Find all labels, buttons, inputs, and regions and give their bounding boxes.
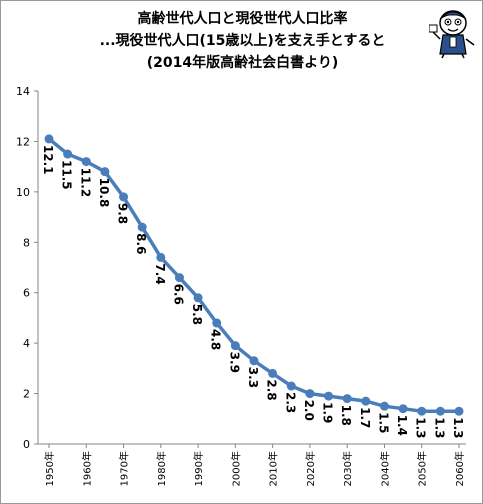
x-tick-label: 2020年 (304, 451, 317, 486)
x-tick-label: 2040年 (378, 451, 391, 486)
data-point (249, 356, 259, 366)
data-point (156, 252, 166, 262)
data-point (268, 368, 278, 378)
data-point (119, 192, 129, 202)
y-tick-label: 0 (23, 438, 30, 451)
data-label: 1.5 (376, 412, 390, 433)
data-point (137, 222, 147, 232)
data-label: 1.7 (358, 407, 372, 428)
data-label: 2.0 (302, 400, 316, 421)
data-point (100, 167, 110, 177)
data-label: 10.8 (97, 178, 111, 208)
x-tick-label: 1980年 (155, 451, 168, 486)
data-point (361, 396, 371, 406)
x-tick-label: 2050年 (416, 451, 429, 486)
chart-title-line-1: 高齢世代人口と現役世代人口比率 (137, 11, 348, 27)
y-tick-label: 10 (16, 186, 30, 199)
data-label: 2.3 (283, 392, 297, 413)
data-label: 1.3 (432, 417, 446, 438)
data-label: 11.2 (78, 168, 92, 198)
chart-title-line-2: ...現役世代人口(15歳以上)を支え手とすると (99, 33, 386, 49)
y-tick-label: 2 (23, 388, 30, 401)
data-point (454, 406, 464, 416)
data-point (44, 134, 54, 144)
data-point (63, 149, 73, 159)
x-axis-ticks: 1950年 1960年 1970年 1980年 1990年 2000年 2010年 2020年… (43, 444, 466, 486)
data-label: 3.3 (246, 367, 260, 388)
data-label: 9.8 (116, 203, 130, 224)
data-label: 8.6 (134, 233, 148, 254)
data-point (398, 404, 408, 414)
x-tick-label: 1970年 (118, 451, 131, 486)
data-point (342, 394, 352, 404)
y-tick-label: 6 (23, 287, 30, 300)
data-point (81, 157, 91, 167)
data-label: 3.9 (227, 352, 241, 373)
y-tick-label: 8 (23, 236, 30, 249)
data-label: 11.5 (60, 160, 74, 190)
data-label: 1.8 (339, 405, 353, 426)
data-label: 1.3 (451, 417, 465, 438)
data-point (212, 318, 222, 328)
data-label: 1.4 (395, 415, 409, 436)
data-label: 7.4 (153, 263, 167, 284)
x-tick-label: 1950年 (43, 451, 56, 486)
data-point (379, 401, 389, 411)
x-tick-label: 2030年 (341, 451, 354, 486)
y-tick-label: 14 (16, 85, 30, 98)
y-tick-label: 4 (23, 337, 30, 350)
data-label: 1.3 (414, 417, 428, 438)
x-tick-label: 2000年 (229, 451, 242, 486)
data-point (305, 389, 315, 399)
data-label: 6.6 (171, 284, 185, 305)
data-label: 1.9 (321, 402, 335, 423)
chart-title-line-3: (2014年版高齢社会白書より) (146, 55, 339, 71)
y-axis-ticks: 0 2 4 6 8 10 12 14 (16, 85, 38, 451)
data-label: 4.8 (209, 329, 223, 350)
data-label: 5.8 (190, 304, 204, 325)
data-point (286, 381, 296, 391)
data-point (324, 391, 334, 401)
data-point (174, 273, 184, 283)
data-label: 12.1 (41, 145, 55, 175)
y-tick-label: 12 (16, 135, 30, 148)
series-markers (44, 134, 464, 416)
x-tick-label: 1990年 (192, 451, 205, 486)
data-label: 2.8 (265, 379, 279, 400)
x-tick-label: 1960年 (80, 451, 93, 486)
data-point (193, 293, 203, 303)
data-point (230, 341, 240, 351)
x-tick-label: 2060年 (453, 451, 466, 486)
data-labels: 12.1 11.5 11.2 10.8 9.8 8.6 7.4 6.6 5.8 4.8 3.9 3.3… (41, 145, 465, 439)
data-point (435, 406, 445, 416)
data-point (417, 406, 427, 416)
x-tick-label: 2010年 (267, 451, 280, 486)
mascot-icon (429, 10, 475, 59)
